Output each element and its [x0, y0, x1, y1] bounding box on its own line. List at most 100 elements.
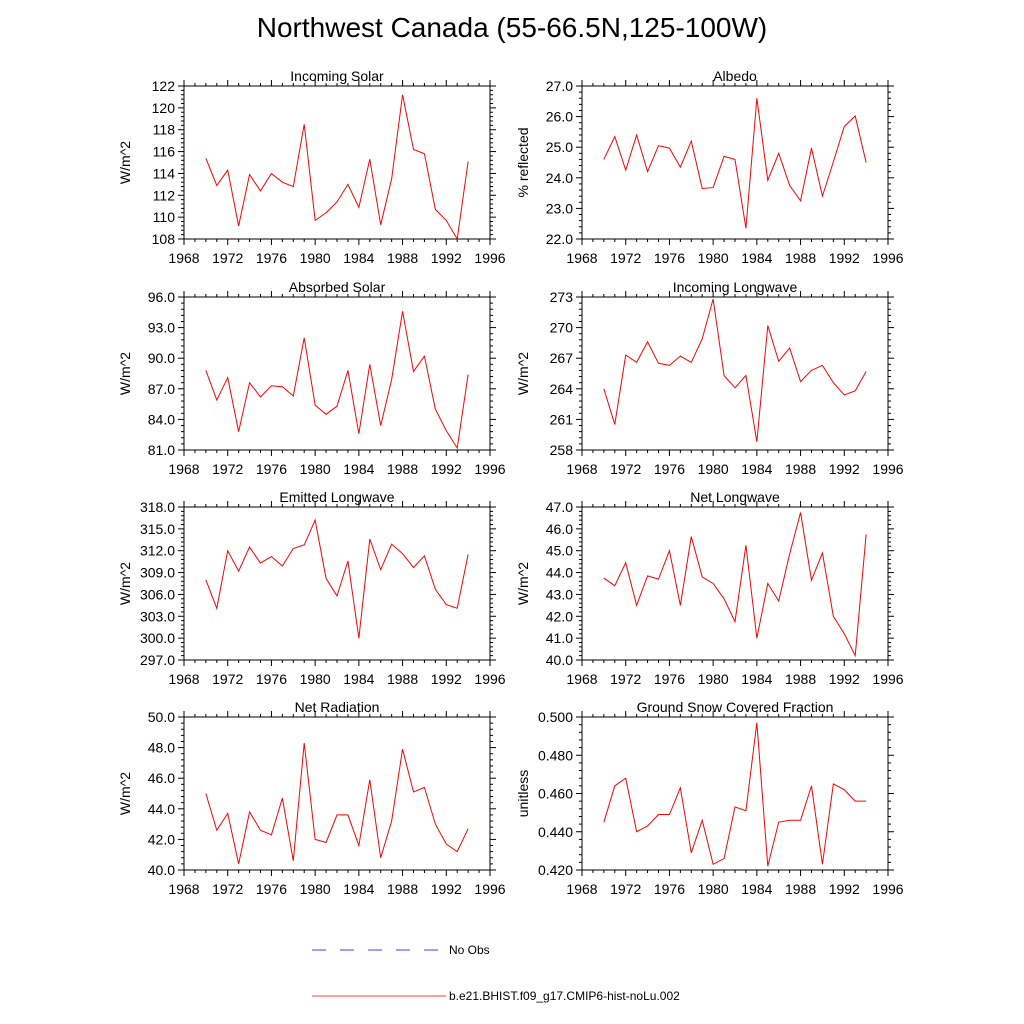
x-tick-label: 1980 — [698, 461, 729, 477]
y-tick-label: 87.0 — [148, 381, 175, 397]
series-line-0 — [205, 518, 469, 639]
x-tick-label: 1984 — [343, 881, 374, 897]
plot-frame — [183, 506, 491, 661]
y-tick-label: 47.0 — [546, 499, 573, 515]
x-tick-label: 1996 — [872, 250, 903, 266]
legend: No Obs b.e21.BHIST.f09_g17.CMIP6-hist-no… — [312, 943, 680, 1003]
y-tick-label: 23.0 — [546, 200, 573, 216]
x-tick-label: 1972 — [212, 461, 243, 477]
plot-frame — [183, 85, 491, 240]
y-tick-label: 41.0 — [546, 630, 573, 646]
x-tick-label: 1968 — [168, 250, 199, 266]
x-tick-label: 1972 — [610, 250, 641, 266]
x-tick-label: 1988 — [785, 881, 816, 897]
y-tick-label: 264 — [550, 381, 574, 397]
series-line-0 — [603, 512, 867, 658]
panel-layer: Incoming Solar W/m^2 108 110 112 114 116 118 120… — [117, 68, 904, 897]
series-line-0 — [205, 94, 469, 241]
chart-panel-1: Albedo % reflected 22.0 23.0 24.0 25.0 26.0 27.… — [515, 68, 904, 266]
y-axis-label: W/m^2 — [515, 562, 531, 605]
y-tick-label: 96.0 — [148, 289, 175, 305]
y-tick-label: 0.420 — [538, 862, 573, 878]
legend-model-label: b.e21.BHIST.f09_g17.CMIP6-hist-noLu.002 — [449, 989, 680, 1003]
x-tick-label: 1976 — [256, 671, 287, 687]
plot-frame — [581, 506, 889, 661]
panel-title: Emitted Longwave — [279, 489, 394, 505]
y-tick-label: 0.460 — [538, 786, 573, 802]
y-tick-label: 0.500 — [538, 709, 573, 725]
x-tick-label: 1976 — [654, 671, 685, 687]
x-tick-label: 1988 — [785, 250, 816, 266]
x-tick-label: 1996 — [474, 671, 505, 687]
x-tick-label: 1976 — [256, 881, 287, 897]
chart-panel-7: Ground Snow Covered Fraction unitless 0.42… — [515, 699, 904, 897]
y-tick-label: 258 — [550, 442, 574, 458]
y-tick-label: 46.0 — [148, 770, 175, 786]
x-tick-label: 1984 — [343, 671, 374, 687]
y-tick-label: 84.0 — [148, 411, 175, 427]
x-tick-label: 1996 — [872, 881, 903, 897]
x-tick-label: 1972 — [610, 461, 641, 477]
y-tick-label: 309.0 — [140, 565, 175, 581]
x-tick-label: 1984 — [343, 250, 374, 266]
x-tick-label: 1972 — [610, 881, 641, 897]
x-tick-label: 1988 — [387, 461, 418, 477]
plot-frame — [581, 296, 889, 451]
y-axis-label: W/m^2 — [117, 141, 133, 184]
figure-title: Northwest Canada (55-66.5N,125-100W) — [256, 12, 768, 43]
y-tick-label: 43.0 — [546, 586, 573, 602]
panel-title: Incoming Longwave — [673, 279, 798, 295]
x-tick-label: 1968 — [566, 461, 597, 477]
y-tick-label: 300.0 — [140, 630, 175, 646]
y-tick-label: 25.0 — [546, 139, 573, 155]
x-tick-label: 1972 — [610, 671, 641, 687]
y-tick-label: 118 — [153, 122, 176, 138]
panel-title: Ground Snow Covered Fraction — [637, 699, 834, 715]
x-tick-label: 1984 — [741, 250, 772, 266]
y-tick-label: 81.0 — [148, 442, 175, 458]
y-tick-label: 27.0 — [546, 78, 573, 94]
y-tick-label: 26.0 — [546, 109, 573, 125]
x-tick-label: 1980 — [300, 881, 331, 897]
chart-panel-2: Absorbed Solar W/m^2 81.0 84.0 87.0 90.0 93.0 9… — [117, 279, 506, 477]
y-tick-label: 122 — [152, 78, 176, 94]
x-tick-label: 1996 — [872, 671, 903, 687]
x-tick-label: 1968 — [566, 671, 597, 687]
y-tick-label: 40.0 — [546, 652, 573, 668]
y-tick-label: 42.0 — [148, 831, 175, 847]
x-tick-label: 1968 — [168, 461, 199, 477]
chart-panel-3: Incoming Longwave W/m^2 258 261 264 267 270 273… — [515, 279, 904, 477]
x-tick-label: 1992 — [829, 881, 860, 897]
y-tick-label: 42.0 — [546, 608, 573, 624]
panel-title: Albedo — [713, 68, 757, 84]
x-tick-label: 1992 — [829, 671, 860, 687]
x-tick-label: 1992 — [431, 461, 462, 477]
y-tick-label: 0.440 — [538, 824, 573, 840]
x-tick-label: 1980 — [300, 250, 331, 266]
y-tick-label: 40.0 — [148, 862, 175, 878]
plot-frame — [183, 716, 491, 871]
x-tick-label: 1988 — [785, 461, 816, 477]
legend-obs-label: No Obs — [449, 943, 490, 957]
chart-panel-6: Net Radiation W/m^2 40.0 42.0 44.0 46.0 48.0 50… — [117, 699, 506, 897]
series-line-0 — [205, 311, 469, 450]
panel-title: Absorbed Solar — [289, 279, 386, 295]
y-axis-label: % reflected — [515, 127, 531, 197]
y-axis-label: W/m^2 — [117, 562, 133, 605]
y-tick-label: 22.0 — [546, 231, 573, 247]
x-tick-label: 1980 — [300, 671, 331, 687]
y-tick-label: 297.0 — [140, 652, 175, 668]
x-tick-label: 1980 — [698, 671, 729, 687]
x-tick-label: 1968 — [566, 881, 597, 897]
x-tick-label: 1996 — [872, 461, 903, 477]
x-tick-label: 1988 — [785, 671, 816, 687]
y-tick-label: 46.0 — [546, 521, 573, 537]
x-tick-label: 1984 — [741, 461, 772, 477]
panel-title: Net Radiation — [295, 699, 380, 715]
x-tick-label: 1972 — [212, 881, 243, 897]
y-axis-label: W/m^2 — [117, 352, 133, 395]
panel-title: Incoming Solar — [290, 68, 384, 84]
y-tick-label: 273 — [550, 289, 574, 305]
y-tick-label: 303.0 — [140, 608, 175, 624]
y-tick-label: 112 — [153, 187, 176, 203]
